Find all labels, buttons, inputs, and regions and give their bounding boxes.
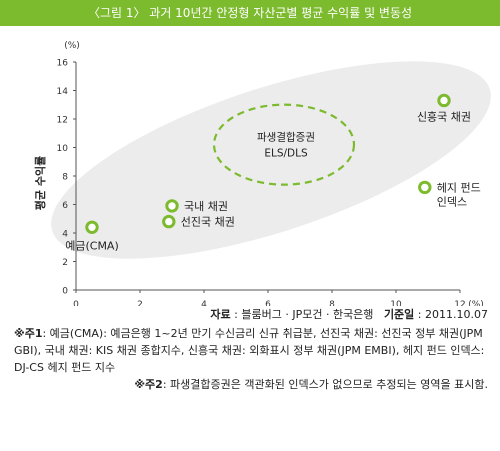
- x-tick-label: 10: [390, 300, 402, 306]
- derivatives-region-label: 파생결합증권: [257, 132, 315, 144]
- data-point-label: 국내 채권: [184, 200, 228, 213]
- y-tick-label: 2: [62, 258, 68, 268]
- note-2: ※주2: 파생결합증권은 객관화된 인덱스가 없으므로 추정되는 영역을 표시함…: [14, 376, 488, 393]
- derivatives-region-label: ELS/DLS: [264, 148, 308, 160]
- y-unit-label: (%): [64, 41, 80, 51]
- y-tick-label: 14: [57, 87, 69, 97]
- data-point-marker: [437, 93, 451, 108]
- derivatives-region-dashed-ellipse: [212, 103, 356, 186]
- data-point-marker: [85, 220, 99, 235]
- data-point-label: 신흥국 채권: [417, 109, 471, 123]
- notes-section: 자료 : 블룸버그 · JP모건 · 한국은행 기준일 : 2011.10.07…: [14, 306, 488, 393]
- y-tick-label: 16: [57, 59, 69, 69]
- x-tick-label: 6: [265, 300, 271, 306]
- data-point-label: 예금(CMA): [65, 239, 119, 252]
- note-1-label: ※주1: [14, 327, 43, 340]
- data-point-marker: [162, 214, 176, 229]
- y-tick-label: 8: [62, 173, 68, 183]
- x-tick-label: 4: [201, 300, 207, 306]
- x-unit-label: (%): [468, 300, 484, 306]
- x-tick-label: 12: [454, 300, 465, 306]
- source-line: 자료 : 블룸버그 · JP모건 · 한국은행 기준일 : 2011.10.07: [14, 306, 488, 323]
- data-point-label: 선진국 채권: [181, 216, 235, 229]
- note-2-text: : 파생결합증권은 객관화된 인덱스가 없으므로 추정되는 영역을 표시함.: [162, 378, 488, 391]
- y-tick-label: 6: [62, 201, 68, 211]
- data-point-marker: [418, 180, 432, 195]
- y-tick-label: 10: [57, 144, 69, 154]
- note-1: ※주1: 예금(CMA): 예금은행 1~2년 만기 수신금리 신규 취급분, …: [14, 325, 488, 376]
- data-point-marker: [165, 199, 179, 213]
- x-tick-label: 8: [329, 300, 335, 306]
- x-tick-label: 0: [73, 300, 79, 306]
- note-2-label: ※주2: [134, 378, 163, 391]
- source-text: : 블룸버그 · JP모건 · 한국은행: [230, 308, 374, 321]
- y-tick-label: 12: [57, 116, 68, 126]
- y-axis-title: 평균 수익률: [33, 156, 47, 210]
- chart-title: 〈그림 1〉 과거 10년간 안정형 자산군별 평균 수익률 및 변동성: [0, 0, 500, 26]
- y-tick-label: 0: [62, 287, 68, 297]
- asset-region-ellipse: [51, 61, 491, 259]
- note-1-text: : 예금(CMA): 예금은행 1~2년 만기 수신금리 신규 취급분, 선진국…: [14, 327, 485, 374]
- data-point-label: 인덱스: [437, 195, 467, 208]
- data-point-label: 헤지 펀드: [437, 181, 481, 194]
- x-tick-label: 2: [137, 300, 143, 306]
- y-tick-label: 4: [62, 230, 68, 240]
- base-date-value: : 2011.10.07: [414, 308, 488, 321]
- source-label: 자료: [210, 308, 231, 321]
- base-date-label: 기준일: [383, 308, 415, 321]
